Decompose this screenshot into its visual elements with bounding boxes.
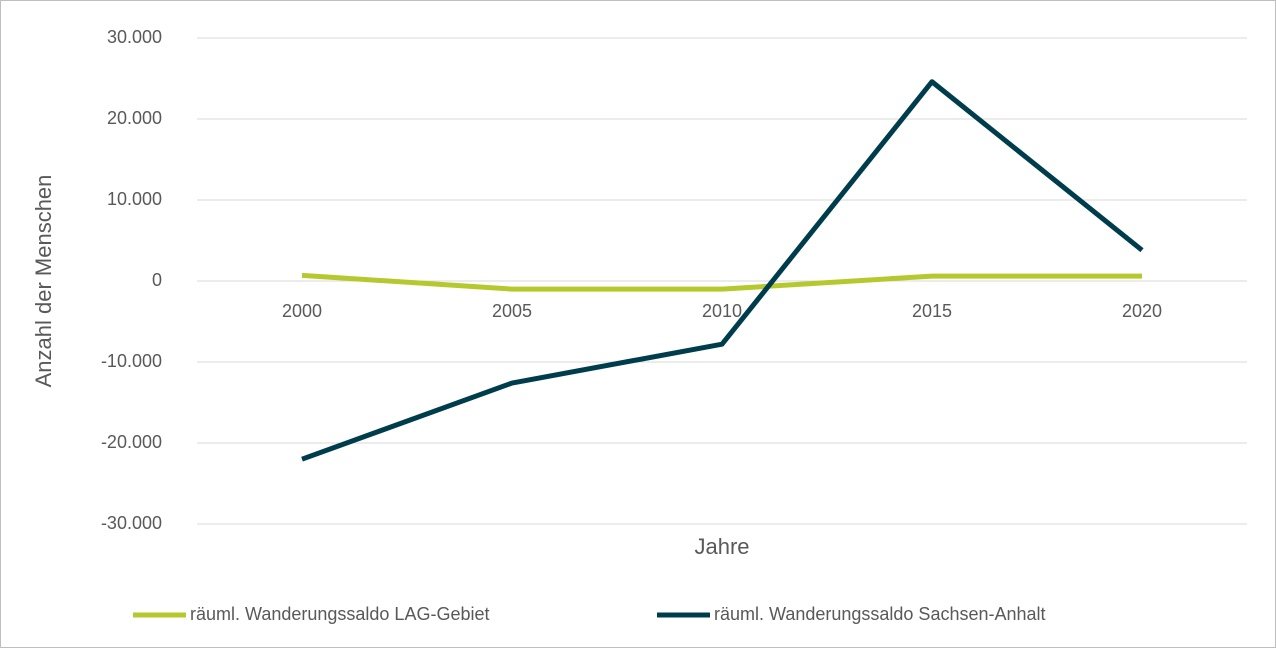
y-tick-label: 0 bbox=[152, 270, 162, 290]
y-tick-label: -20.000 bbox=[101, 432, 162, 452]
legend-label: räuml. Wanderungssaldo Sachsen-Anhalt bbox=[714, 604, 1046, 624]
legend-label: räuml. Wanderungssaldo LAG-Gebiet bbox=[190, 604, 489, 624]
y-axis-label: Anzahl der Menschen bbox=[31, 175, 56, 388]
x-tick-label: 2020 bbox=[1122, 301, 1162, 321]
x-tick-label: 2010 bbox=[702, 301, 742, 321]
x-tick-label: 2015 bbox=[912, 301, 952, 321]
y-tick-label: 30.000 bbox=[107, 27, 162, 47]
series-line bbox=[301, 79, 1144, 462]
x-tick-label: 2000 bbox=[282, 301, 322, 321]
y-tick-label: -30.000 bbox=[101, 513, 162, 533]
y-tick-label: -10.000 bbox=[101, 351, 162, 371]
x-tick-label: 2005 bbox=[492, 301, 532, 321]
series-line bbox=[301, 272, 1142, 292]
y-tick-label: 20.000 bbox=[107, 108, 162, 128]
y-tick-label: 10.000 bbox=[107, 189, 162, 209]
x-axis-label: Jahre bbox=[694, 534, 749, 559]
